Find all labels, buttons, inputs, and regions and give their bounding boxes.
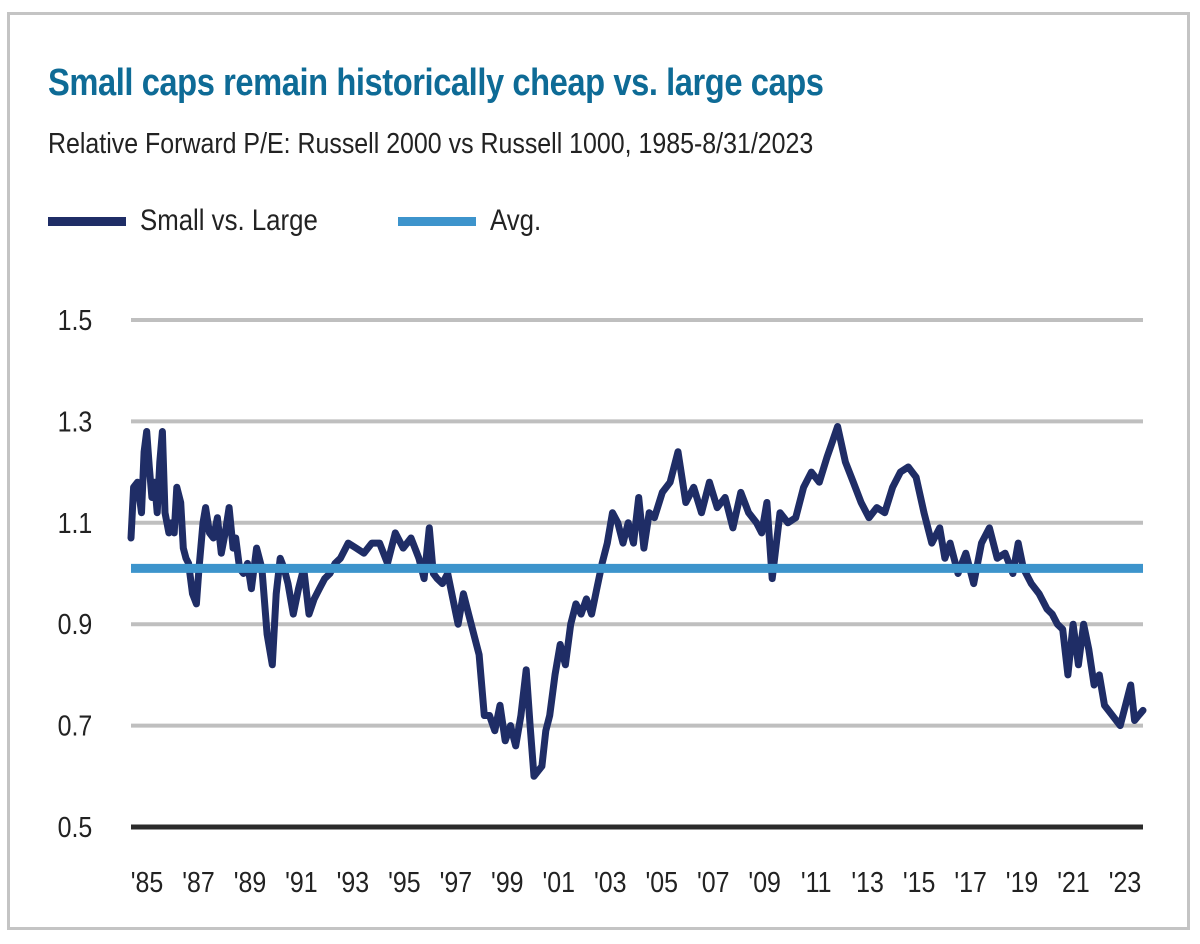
chart-subtitle: Relative Forward P/E: Russell 2000 vs Ru…	[48, 128, 814, 160]
legend-swatch-small-vs-large	[48, 216, 126, 226]
y-tick-label: 0.7	[58, 710, 93, 742]
legend-item-avg: Avg.	[398, 204, 550, 238]
x-axis-ticks: '85 '87 '89 '91 '93 '95 '97 '99 '01 '03 '05 '07 '09 '…	[131, 866, 1141, 898]
x-tick-label: '03	[594, 866, 626, 898]
x-tick-label: '97	[440, 866, 472, 898]
chart-frame	[7, 12, 1190, 930]
legend-label-small-vs-large: Small vs. Large	[140, 204, 318, 237]
x-tick-label: '05	[645, 866, 677, 898]
x-tick-label: '85	[131, 866, 163, 898]
y-tick-label: 0.5	[58, 811, 93, 843]
x-tick-label: '23	[1109, 866, 1141, 898]
chart-title: Small caps remain historically cheap vs.…	[48, 62, 824, 104]
x-tick-label: '95	[388, 866, 420, 898]
y-tick-label: 1.5	[58, 304, 93, 336]
x-tick-label: '01	[543, 866, 575, 898]
series-layer	[127, 423, 1147, 780]
x-tick-label: '07	[697, 866, 729, 898]
x-tick-label: '87	[182, 866, 214, 898]
y-tick-label: 1.3	[58, 406, 93, 438]
legend-label-avg: Avg.	[490, 204, 542, 237]
legend-swatch-avg	[398, 216, 476, 226]
x-tick-label: '91	[285, 866, 317, 898]
x-tick-label: '15	[903, 866, 935, 898]
y-axis-ticks: 1.5 1.3 1.1 0.9 0.7 0.5	[58, 304, 93, 843]
legend-item-small-vs-large: Small vs. Large	[48, 204, 347, 238]
x-tick-label: '13	[851, 866, 883, 898]
x-tick-label: '21	[1057, 866, 1089, 898]
x-tick-label: '11	[801, 866, 832, 898]
y-tick-label: 0.9	[58, 608, 93, 640]
x-tick-label: '19	[1006, 866, 1038, 898]
gridlines	[131, 318, 1143, 830]
x-tick-label: '99	[491, 866, 523, 898]
x-tick-label: '09	[748, 866, 780, 898]
y-tick-label: 1.1	[58, 507, 93, 539]
x-tick-label: '17	[954, 866, 986, 898]
x-tick-label: '93	[337, 866, 369, 898]
x-tick-label: '89	[234, 866, 266, 898]
series-line-small-vs-large	[127, 423, 1147, 780]
